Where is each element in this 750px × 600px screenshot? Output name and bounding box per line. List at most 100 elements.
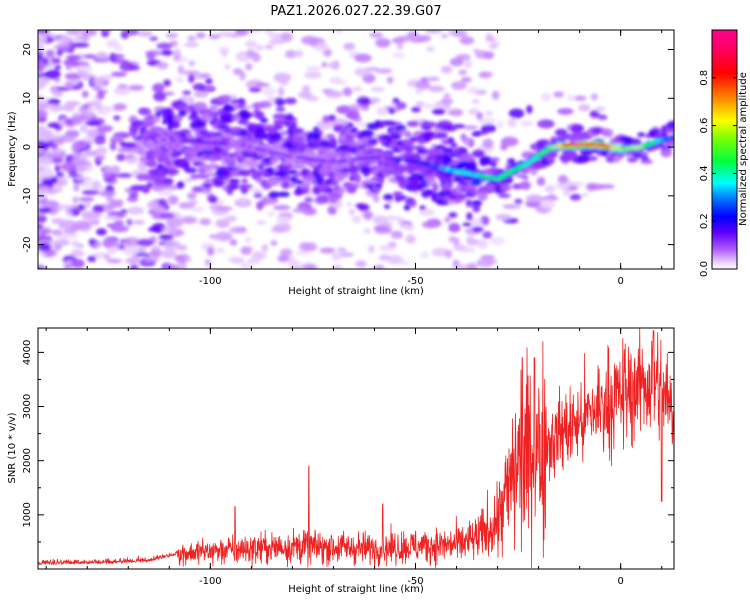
spectrogram-noise-blob [121, 30, 140, 36]
snr-x-tick-label: -100 [199, 576, 222, 587]
spectrogram-band-blob [171, 152, 178, 159]
spectrogram-band-blob [157, 168, 166, 177]
spectrogram-noise-blob [132, 136, 144, 141]
spectrogram-noise-blob [271, 226, 286, 233]
spectrogram-noise-blob [212, 235, 223, 241]
spectrogram-band-blob [190, 173, 198, 180]
spectrogram-band-blob [441, 147, 455, 154]
spectrogram-band-blob [432, 183, 439, 192]
spectrogram-noise-blob [363, 228, 371, 234]
spectrogram-noise-blob [343, 42, 356, 51]
spectrogram-band-blob [294, 179, 305, 185]
spectrogram-noise-blob [418, 208, 436, 217]
spectrogram-noise-blob [105, 39, 120, 48]
snr-y-tick-label: 4000 [22, 340, 33, 365]
spectrogram-noise-blob [301, 85, 311, 92]
snr-plot-area [38, 328, 674, 569]
spectrogram-noise-blob [426, 46, 435, 52]
spectrogram-ridge-core [160, 138, 168, 142]
spectrogram-noise-blob [112, 135, 123, 141]
spectrogram-band-blob [217, 95, 231, 104]
spectrogram-noise-blob [41, 189, 58, 195]
spectrogram-band-blob [507, 158, 516, 165]
spectrogram-y-label: Frequency (Hz) [7, 111, 18, 187]
spectrogram-ridge-core [301, 156, 307, 160]
spectrogram-band-blob [368, 138, 378, 144]
spectrogram-band-blob [434, 132, 448, 139]
spectrogram-band-blob [170, 120, 181, 129]
spectrogram-noise-blob [218, 198, 225, 206]
spectrogram-ridge-core [240, 144, 246, 148]
spectrogram-band-blob [391, 133, 401, 139]
spectrogram-noise-blob [56, 49, 63, 57]
spectrogram-noise-blob [38, 34, 47, 44]
colorbar: 0.0 0.2 0.4 0.6 0.8 Normalized spectral ampl… [699, 29, 749, 277]
spectrogram-noise-blob [500, 136, 519, 147]
snr-panel: -100 -50 0 1000 2000 3000 4000 Height of stra… [7, 327, 675, 595]
spectrogram-noise-blob [540, 199, 556, 209]
spectrogram-noise-blob [334, 80, 348, 85]
spectrogram-noise-blob [125, 257, 142, 265]
spectrogram-noise-blob [491, 90, 500, 100]
spectrogram-band-blob [295, 189, 309, 194]
spectrogram-ridge-core [342, 158, 347, 162]
spectrogram-band-blob [640, 152, 649, 157]
spectrogram-band-blob [404, 197, 414, 205]
spectrogram-noise-blob [185, 257, 192, 262]
spectrogram-noise-blob [58, 222, 67, 230]
spectrogram-noise-blob [51, 148, 64, 154]
spectrogram-noise-blob [72, 42, 90, 48]
spectrogram-noise-blob [130, 120, 148, 127]
spectrogram-noise-blob [124, 246, 139, 256]
spectrogram-band-blob [217, 124, 230, 129]
spectrogram-noise-blob [288, 255, 296, 266]
spectrogram-ridge-edge [300, 160, 308, 165]
spectrogram-ridge-core [263, 148, 268, 152]
spectrogram-band-blob [201, 108, 213, 114]
spectrogram-noise-blob [321, 62, 328, 68]
spectrogram-noise-blob [254, 44, 265, 52]
spectrogram-ridge-edge [229, 138, 238, 144]
spectrogram-band-blob [266, 167, 276, 175]
spectrogram-noise-blob [369, 32, 384, 38]
spectrogram-band-blob [640, 159, 654, 164]
spectrogram-noise-blob [127, 206, 145, 215]
spectrogram-ridge-edge [188, 147, 198, 153]
spectrogram-ridge-core [670, 135, 674, 140]
snr-y-tick-label: 2000 [22, 448, 33, 473]
spectrogram-noise-blob [172, 48, 182, 56]
colorbar-tick-label: 0.6 [699, 118, 710, 134]
spectrogram-noise-blob [349, 103, 365, 110]
spectrogram-band-blob [228, 156, 236, 165]
spectrogram-noise-blob [387, 255, 403, 265]
spectrogram-band-blob [331, 180, 339, 186]
spectrogram-band-blob [522, 175, 529, 180]
spectrogram-noise-blob [245, 30, 264, 33]
spectrogram-ridge-edge [425, 156, 434, 162]
spectrogram-noise-blob [376, 106, 389, 116]
spectrogram-noise-blob [165, 33, 179, 38]
spectrogram-noise-blob [95, 146, 108, 155]
snr-y-tick-label: 1000 [22, 502, 33, 527]
spectrogram-noise-blob [394, 101, 407, 110]
spectrogram-band-blob [378, 123, 385, 129]
spectrogram-noise-blob [73, 182, 80, 192]
spectrogram-noise-blob [431, 247, 449, 257]
spectrogram-band-blob [269, 177, 277, 186]
spectrogram-frame [37, 29, 675, 270]
spectrogram-band-blob [395, 125, 407, 131]
spectrogram-band-blob [602, 128, 614, 138]
spectrogram-noise-blob [374, 264, 385, 269]
spectrogram-noise-blob [160, 248, 177, 259]
spectrogram-noise-blob [103, 166, 122, 173]
spectrogram-noise-blob [152, 178, 169, 186]
spectrogram-noise-blob [466, 86, 480, 94]
spectrogram-noise-blob [52, 89, 64, 97]
spectrogram-noise-blob [149, 36, 158, 41]
spectrogram-noise-blob [192, 83, 206, 92]
spectrogram-ridge-core [308, 157, 315, 161]
spectrogram-noise-blob [65, 155, 73, 164]
snr-frame [37, 327, 675, 570]
spectrogram-noise-blob [405, 234, 416, 244]
spectrogram-noise-blob [94, 135, 106, 145]
